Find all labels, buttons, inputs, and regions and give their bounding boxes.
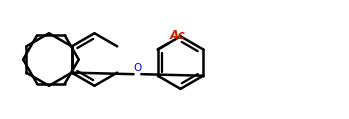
- Text: O: O: [133, 63, 142, 73]
- Text: Ac: Ac: [170, 29, 186, 42]
